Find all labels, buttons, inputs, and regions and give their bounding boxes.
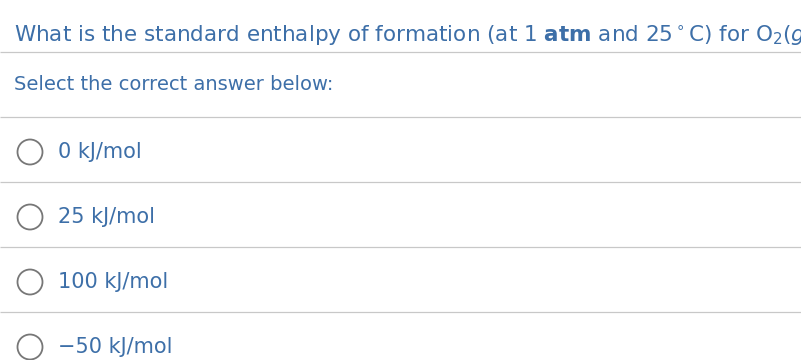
Text: 0 kJ/mol: 0 kJ/mol bbox=[58, 142, 142, 162]
Text: Select the correct answer below:: Select the correct answer below: bbox=[14, 76, 333, 94]
Text: 100 kJ/mol: 100 kJ/mol bbox=[58, 272, 168, 292]
Text: 25 kJ/mol: 25 kJ/mol bbox=[58, 207, 155, 227]
Text: −50 kJ/mol: −50 kJ/mol bbox=[58, 337, 172, 357]
Text: What is the standard enthalpy of formation (at 1 $\mathbf{atm}$ and 25$^\circ$C): What is the standard enthalpy of formati… bbox=[14, 24, 801, 48]
